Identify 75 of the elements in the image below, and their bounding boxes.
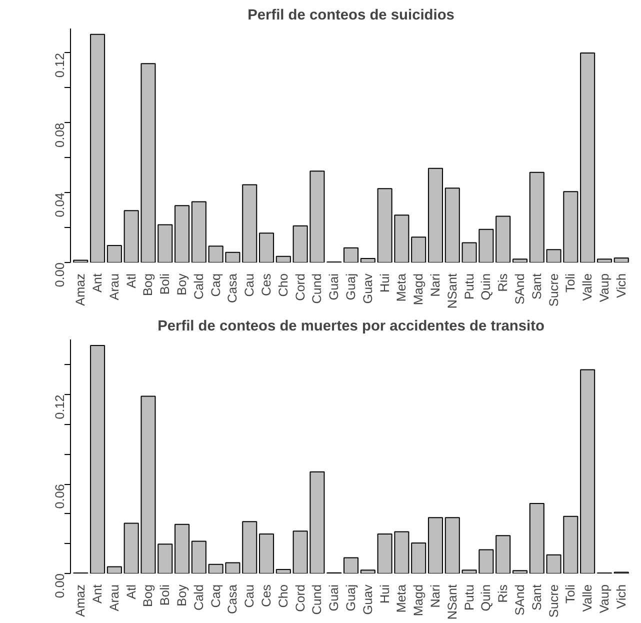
x-tick-label: Cund <box>310 273 324 304</box>
x-tick-label: Arau <box>107 274 122 300</box>
x-tick-label: Magd <box>412 584 426 616</box>
x-tick-label: Casa <box>226 584 240 614</box>
y-tick-label: 0.06 <box>53 484 67 509</box>
x-tick-label: Cund <box>310 584 324 615</box>
x-tick-label: Meta <box>394 272 409 302</box>
x-tick-label: Valle <box>580 273 595 301</box>
x-tick-label: Cald <box>192 274 206 300</box>
x-tick-label: Guaj <box>344 274 358 300</box>
x-tick-label: Arau <box>107 584 122 612</box>
x-tick-label: Quin <box>479 584 494 612</box>
x-tick-label: Sucre <box>546 584 561 618</box>
x-tick-label: NSant <box>445 584 460 620</box>
x-tick-label: Cald <box>192 584 206 611</box>
x-tick-label: Ces <box>260 584 274 608</box>
y-tick-label: 0.12 <box>53 394 67 420</box>
y-tick-label: 0.04 <box>53 192 67 218</box>
x-tick-label: Quin <box>479 274 494 300</box>
x-tick-label: Guaj <box>344 584 358 612</box>
x-tick-label: Toli <box>564 584 578 604</box>
x-tick-label: Ris <box>496 584 510 603</box>
y-tick-label: 0.00 <box>53 573 67 598</box>
x-tick-label: Vich <box>614 584 628 609</box>
x-tick-label: Nari <box>428 584 442 608</box>
x-tick-label: Ces <box>260 273 274 296</box>
x-tick-label: Vaup <box>597 584 612 614</box>
x-tick-label: Cho <box>276 584 290 608</box>
x-tick-label: Vaup <box>597 273 612 302</box>
x-tick-label: Guav <box>360 272 375 304</box>
x-tick-label: Putu <box>462 584 476 611</box>
x-tick-label: Putu <box>462 273 476 300</box>
x-tick-label: Cho <box>276 274 290 297</box>
x-tick-label: Casa <box>226 272 240 304</box>
x-tick-label: Amaz <box>74 584 88 617</box>
y-tick-label: 0.12 <box>53 52 67 78</box>
x-tick-label: Guav <box>360 584 375 615</box>
x-tick-label: Cord <box>293 584 308 612</box>
x-tick-label: Caq <box>208 584 223 608</box>
x-tick-label: SAnd <box>512 273 527 304</box>
x-tick-label: Atl <box>124 273 138 288</box>
x-tick-label: Ris <box>496 274 510 292</box>
x-tick-label: Bog <box>141 273 156 296</box>
y-tick-label: 0.08 <box>53 122 67 148</box>
x-tick-label: Valle <box>580 584 595 612</box>
y-tick-label: 0.00 <box>53 262 67 288</box>
x-tick-label: SAnd <box>512 584 527 616</box>
x-tick-label: Sucre <box>546 274 561 307</box>
x-tick-label: Bog <box>141 584 156 608</box>
x-tick-label: Cau <box>242 274 257 297</box>
x-tick-label: Ant <box>90 273 105 292</box>
x-tick-label: Cau <box>242 584 257 608</box>
x-tick-label: Ant <box>90 584 105 604</box>
x-tick-label: Toli <box>564 273 578 292</box>
x-tick-label: Boy <box>175 272 190 296</box>
x-tick-label: Nari <box>428 273 442 297</box>
x-tick-label: Amaz <box>74 273 88 306</box>
x-tick-label: Hui <box>378 273 392 292</box>
x-tick-label: Hui <box>378 584 392 604</box>
x-tick-label: Meta <box>394 584 409 613</box>
x-tick-label: Guai <box>327 584 342 612</box>
x-tick-label: Boy <box>175 584 190 606</box>
x-tick-label: Sant <box>530 584 544 611</box>
x-tick-label: Cord <box>293 273 308 301</box>
x-tick-label: Sant <box>530 273 544 300</box>
x-tick-label: Vich <box>614 273 628 298</box>
x-tick-label: Caq <box>208 274 223 297</box>
x-tick-label: Atl <box>124 584 138 600</box>
chart-title: Perfil de conteos de suicidios <box>248 8 454 24</box>
x-tick-label: NSant <box>445 273 460 309</box>
chart-title: Perfil de conteos de muertes por accidentes de transito <box>158 318 544 334</box>
x-tick-label: Magd <box>412 273 426 306</box>
x-tick-label: Guai <box>327 274 342 300</box>
x-tick-label: Boli <box>158 273 172 295</box>
x-tick-label: Boli <box>158 584 172 606</box>
